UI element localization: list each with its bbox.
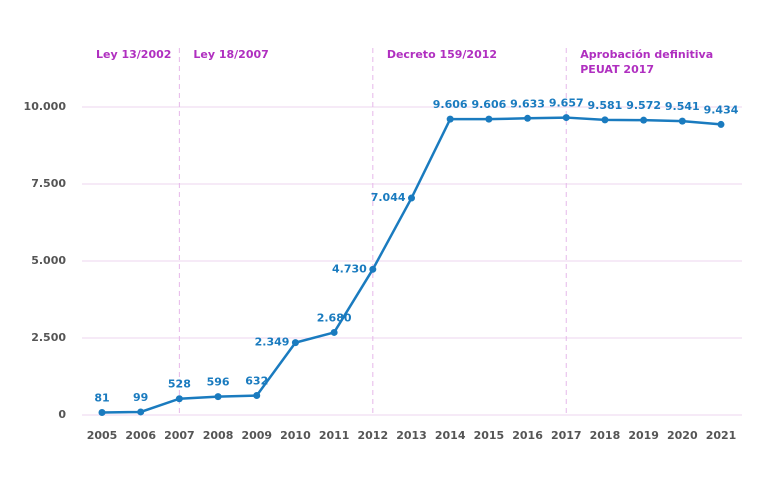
annotation: Decreto 159/2012 [387, 48, 497, 61]
annotation: Ley 18/2007 [193, 48, 268, 61]
point [214, 393, 222, 401]
x-tick-label: 2015 [474, 429, 505, 442]
data-label: 2.349 [255, 336, 290, 349]
x-tick-label: 2007 [164, 429, 195, 442]
x-tick-label: 2021 [706, 429, 737, 442]
data-label: 2.680 [317, 311, 352, 324]
y-tick-label: 5.000 [31, 254, 66, 267]
data-label: 9.606 [471, 98, 506, 111]
point [678, 117, 686, 125]
data-label: 99 [133, 391, 148, 404]
point [601, 116, 609, 124]
data-label: 4.730 [332, 262, 367, 275]
x-tick-label: 2016 [512, 429, 543, 442]
data-label: 9.633 [510, 97, 545, 110]
data-label: 81 [94, 392, 109, 405]
point [485, 115, 493, 123]
annotation: PEUAT 2017 [580, 63, 654, 76]
point [524, 114, 532, 122]
point [137, 408, 145, 416]
point [369, 265, 377, 273]
data-label: 632 [245, 375, 268, 388]
x-tick-label: 2008 [203, 429, 234, 442]
data-label: 528 [168, 378, 191, 391]
annotation: Aprobación definitiva [580, 48, 713, 61]
point [253, 392, 261, 400]
point [98, 409, 106, 417]
x-tick-label: 2006 [125, 429, 156, 442]
x-tick-label: 2010 [280, 429, 311, 442]
point [446, 115, 454, 123]
x-tick-label: 2017 [551, 429, 582, 442]
data-label: 9.657 [549, 97, 584, 110]
annotation: Ley 13/2002 [96, 48, 171, 61]
x-tick-label: 2011 [319, 429, 350, 442]
x-tick-label: 2019 [628, 429, 659, 442]
x-tick-label: 2018 [590, 429, 621, 442]
point [330, 328, 338, 336]
x-tick-label: 2012 [358, 429, 389, 442]
x-tick-label: 2013 [396, 429, 427, 442]
y-tick-label: 2.500 [31, 331, 66, 344]
x-tick-label: 2009 [241, 429, 272, 442]
line [101, 116, 722, 414]
x-tick-label: 2020 [667, 429, 698, 442]
data-label: 9.581 [588, 99, 623, 112]
y-tick-label: 0 [58, 408, 66, 421]
point [291, 339, 299, 347]
y-tick-label: 7.500 [31, 177, 66, 190]
data-label: 9.606 [433, 98, 468, 111]
point [640, 116, 648, 124]
y-tick-label: 10.000 [24, 100, 67, 113]
point [717, 120, 725, 128]
data-label: 9.434 [704, 103, 739, 116]
point [562, 114, 570, 122]
point [408, 194, 415, 202]
data-label: 7.044 [371, 191, 406, 204]
x-tick-label: 2014 [435, 429, 466, 442]
data-label: 9.572 [626, 99, 661, 112]
x-tick-label: 2005 [87, 429, 118, 442]
point [175, 395, 183, 403]
data-label: 596 [207, 376, 230, 389]
data-label: 9.541 [665, 100, 700, 113]
